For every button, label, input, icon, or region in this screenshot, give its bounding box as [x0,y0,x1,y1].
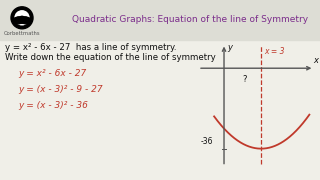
Wedge shape [19,17,33,24]
Text: y: y [227,42,232,51]
Text: x = 3: x = 3 [264,47,285,56]
Text: x: x [313,56,318,65]
Bar [0,0,320,40]
Text: -36: -36 [201,137,213,146]
Text: Write down the equation of the line of symmetry: Write down the equation of the line of s… [5,53,216,62]
Circle shape [19,16,26,23]
Text: y = x² - 6x - 27  has a line of symmetry.: y = x² - 6x - 27 has a line of symmetry. [5,42,177,51]
Text: y = (x - 3)² - 9 - 27: y = (x - 3)² - 9 - 27 [18,84,103,93]
Wedge shape [12,17,25,24]
Text: y = x² - 6x - 27: y = x² - 6x - 27 [18,69,86,78]
Circle shape [15,11,29,25]
Text: Quadratic Graphs: Equation of the line of Symmetry: Quadratic Graphs: Equation of the line o… [72,15,308,24]
Text: ?: ? [242,75,247,84]
Text: y = (x - 3)² - 36: y = (x - 3)² - 36 [18,102,88,111]
Text: Corbettmaths: Corbettmaths [4,31,40,36]
Circle shape [11,7,33,29]
